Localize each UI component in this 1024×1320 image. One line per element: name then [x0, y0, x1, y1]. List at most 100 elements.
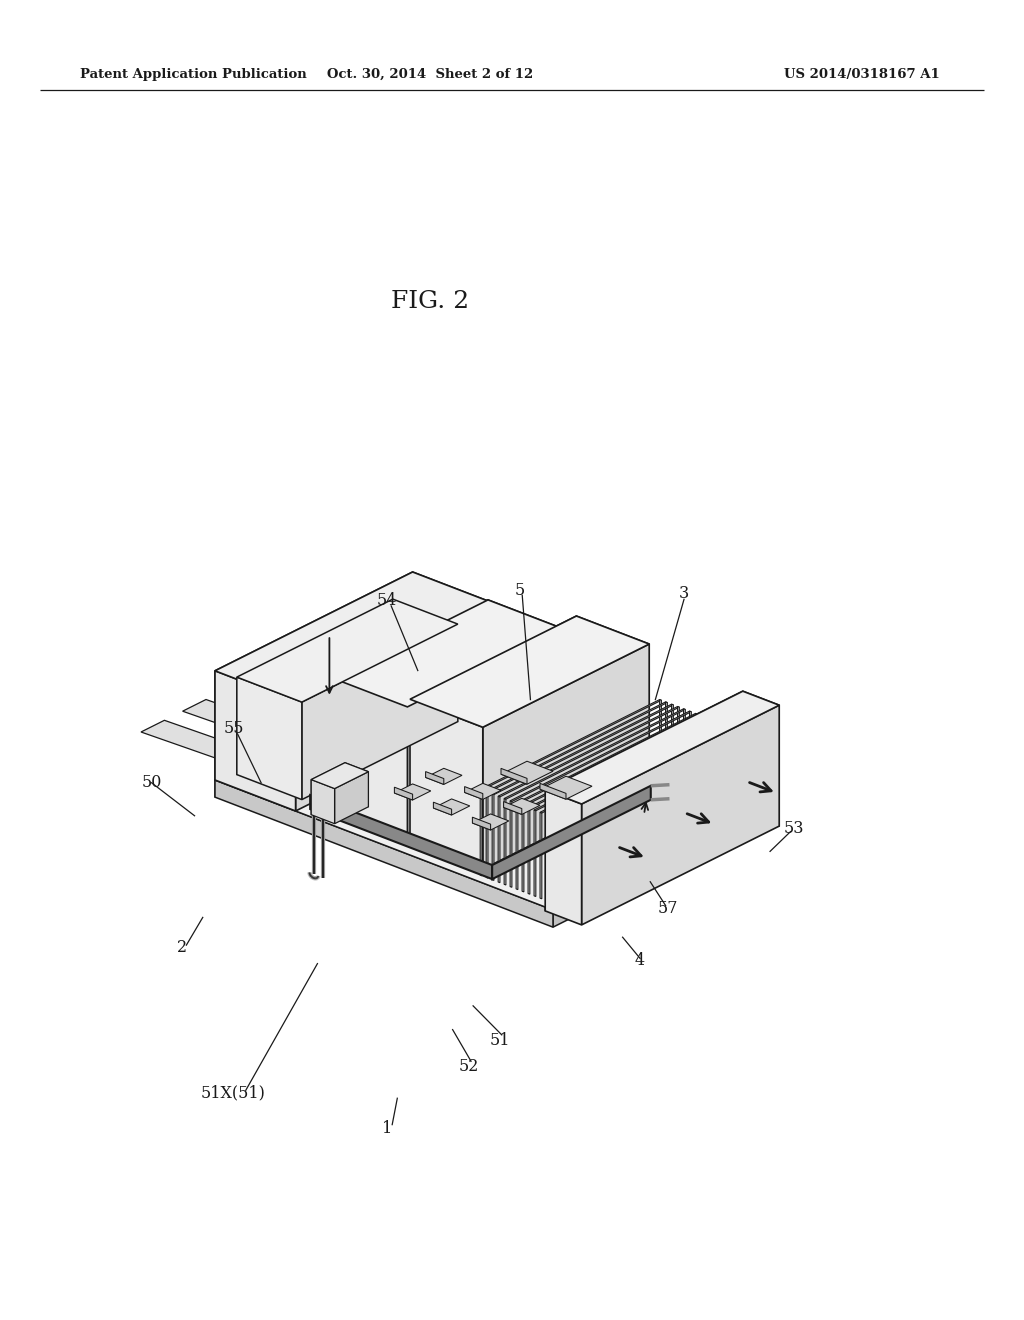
Polygon shape — [332, 599, 488, 807]
Polygon shape — [311, 780, 335, 824]
Text: Patent Application Publication: Patent Application Publication — [80, 69, 307, 81]
Polygon shape — [237, 677, 302, 800]
Polygon shape — [393, 599, 458, 722]
Polygon shape — [215, 681, 751, 909]
Polygon shape — [224, 678, 347, 726]
Polygon shape — [498, 706, 679, 797]
Polygon shape — [266, 657, 389, 705]
Text: 3: 3 — [679, 586, 689, 602]
Polygon shape — [501, 762, 553, 784]
Polygon shape — [215, 572, 413, 780]
Polygon shape — [540, 776, 592, 799]
Text: FIG. 2: FIG. 2 — [391, 290, 469, 313]
Polygon shape — [522, 805, 524, 892]
Text: 53: 53 — [783, 821, 804, 837]
Polygon shape — [215, 572, 494, 702]
Polygon shape — [493, 704, 674, 795]
Text: 50: 50 — [141, 775, 162, 791]
Polygon shape — [480, 700, 662, 789]
Text: 1: 1 — [382, 1121, 392, 1137]
Polygon shape — [504, 799, 540, 814]
Polygon shape — [577, 616, 649, 785]
Polygon shape — [237, 599, 393, 775]
Polygon shape — [516, 803, 518, 890]
Polygon shape — [510, 801, 512, 887]
Polygon shape — [413, 681, 751, 829]
Polygon shape — [215, 780, 553, 927]
Polygon shape — [545, 692, 779, 804]
Text: 54: 54 — [377, 593, 397, 609]
Polygon shape — [540, 812, 542, 899]
Polygon shape — [488, 599, 563, 758]
Polygon shape — [545, 692, 742, 911]
Polygon shape — [720, 722, 721, 809]
Polygon shape — [311, 763, 345, 814]
Polygon shape — [410, 616, 577, 841]
Polygon shape — [480, 789, 482, 875]
Polygon shape — [540, 783, 566, 799]
Polygon shape — [553, 812, 751, 927]
Polygon shape — [672, 704, 674, 791]
Polygon shape — [433, 799, 470, 814]
Text: Oct. 30, 2014  Sheet 2 of 12: Oct. 30, 2014 Sheet 2 of 12 — [327, 69, 534, 81]
Polygon shape — [504, 709, 685, 799]
Text: 57: 57 — [657, 900, 678, 916]
Polygon shape — [486, 792, 488, 878]
Polygon shape — [546, 725, 727, 816]
Text: 4: 4 — [635, 953, 645, 969]
Polygon shape — [480, 865, 548, 902]
Text: 52: 52 — [459, 1059, 479, 1074]
Text: 5: 5 — [515, 582, 525, 598]
Polygon shape — [504, 801, 522, 814]
Polygon shape — [237, 599, 458, 702]
Polygon shape — [535, 721, 715, 810]
Polygon shape — [548, 801, 727, 902]
Polygon shape — [311, 763, 369, 788]
Polygon shape — [345, 763, 369, 807]
Polygon shape — [408, 628, 563, 836]
Polygon shape — [701, 715, 703, 803]
Text: 51X(51): 51X(51) — [201, 1085, 266, 1101]
Polygon shape — [182, 700, 306, 746]
Polygon shape — [659, 700, 662, 787]
Polygon shape — [480, 785, 727, 902]
Text: US 2014/0318167 A1: US 2014/0318167 A1 — [784, 69, 940, 81]
Polygon shape — [493, 793, 494, 880]
Polygon shape — [296, 603, 494, 810]
Polygon shape — [498, 796, 500, 883]
Polygon shape — [714, 721, 715, 807]
Polygon shape — [332, 599, 563, 708]
Polygon shape — [410, 616, 649, 727]
Polygon shape — [486, 702, 668, 792]
Polygon shape — [535, 810, 536, 896]
Polygon shape — [501, 768, 527, 784]
Polygon shape — [546, 814, 548, 902]
Text: 2: 2 — [177, 940, 187, 956]
Polygon shape — [510, 711, 691, 801]
Polygon shape — [504, 799, 506, 884]
Polygon shape — [516, 713, 697, 804]
Polygon shape — [394, 784, 431, 800]
Polygon shape — [472, 814, 509, 830]
Polygon shape — [302, 624, 458, 800]
Polygon shape — [310, 795, 493, 879]
Polygon shape — [413, 572, 494, 713]
Polygon shape — [742, 692, 779, 826]
Polygon shape — [493, 785, 651, 879]
Text: 51: 51 — [489, 1032, 510, 1048]
Polygon shape — [666, 702, 668, 788]
Polygon shape — [545, 789, 582, 925]
Polygon shape — [528, 718, 710, 808]
Polygon shape — [426, 772, 443, 784]
Polygon shape — [528, 808, 529, 894]
Polygon shape — [582, 705, 779, 925]
Polygon shape — [141, 721, 264, 767]
Polygon shape — [689, 711, 691, 797]
Polygon shape — [215, 671, 296, 810]
Polygon shape — [708, 718, 710, 804]
Text: 55: 55 — [223, 721, 244, 737]
Polygon shape — [472, 817, 490, 830]
Polygon shape — [332, 678, 408, 836]
Polygon shape — [725, 725, 727, 812]
Polygon shape — [684, 709, 685, 795]
